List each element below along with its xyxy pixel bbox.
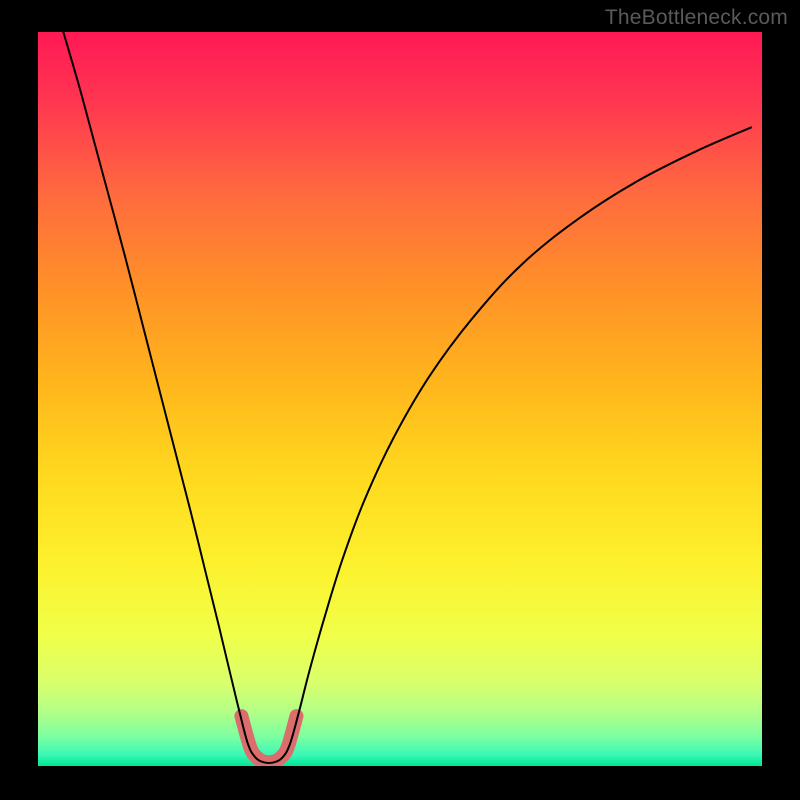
chart-svg	[38, 32, 762, 766]
gradient-background	[38, 32, 762, 766]
plot-area	[38, 32, 762, 766]
figure-root: TheBottleneck.com	[0, 0, 800, 800]
watermark-text: TheBottleneck.com	[605, 6, 788, 30]
